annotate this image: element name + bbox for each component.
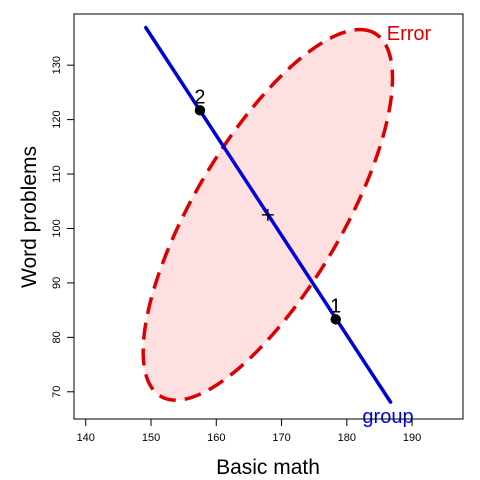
y-tick-label-80: 80 — [51, 331, 63, 343]
x-tick-label-150: 150 — [142, 432, 160, 444]
y-tick-label-130: 130 — [51, 56, 63, 74]
x-tick-label-190: 190 — [403, 432, 421, 444]
y-tick-label-70: 70 — [51, 386, 63, 398]
error-label: Error — [387, 23, 432, 45]
data-point-2 — [194, 105, 206, 116]
x-axis-title: Basic math — [216, 456, 320, 479]
y-tick-label-100: 100 — [51, 219, 63, 237]
x-tick-label-140: 140 — [77, 432, 95, 444]
y-axis-title: Word problems — [18, 146, 41, 288]
y-tick-label-120: 120 — [51, 110, 63, 128]
x-tick-label-180: 180 — [338, 432, 356, 444]
data-point-1 — [330, 314, 341, 325]
y-axis: 70 80 90 100 110 120 130 — [51, 56, 75, 398]
y-tick-label-90: 90 — [51, 277, 63, 289]
x-tick-label-170: 170 — [272, 432, 290, 444]
x-axis: 140 150 160 170 180 190 — [77, 418, 421, 444]
x-tick-label-160: 160 — [207, 432, 225, 444]
y-tick-label-110: 110 — [51, 165, 63, 183]
group-label: group — [362, 406, 413, 428]
point-label-1: 1 — [330, 295, 341, 317]
point-label-2: 2 — [194, 86, 205, 108]
plot-area: 1 2 Error group — [141, 23, 432, 428]
